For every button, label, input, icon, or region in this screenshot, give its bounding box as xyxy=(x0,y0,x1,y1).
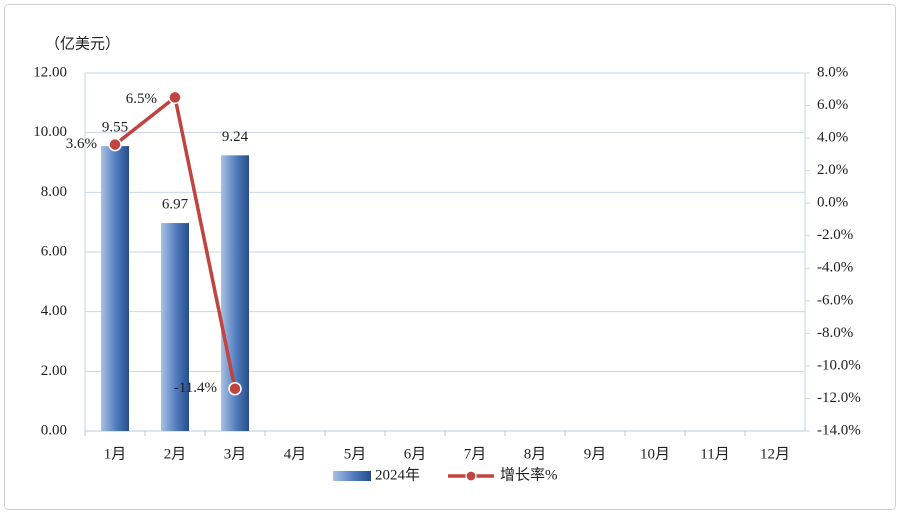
bar-value-label: 9.55 xyxy=(102,120,128,136)
x-tick-label: 7月 xyxy=(464,446,487,462)
y-tick-label: 2.00 xyxy=(41,363,67,379)
y2-tick-label: -14.0% xyxy=(817,422,861,438)
legend-swatch-marker xyxy=(465,470,477,482)
y2-tick-label: 4.0% xyxy=(817,130,848,146)
y2-tick-label: 8.0% xyxy=(817,64,848,80)
bar-value-label: 6.97 xyxy=(162,196,189,212)
legend-swatch xyxy=(333,471,371,481)
y2-tick-label: -10.0% xyxy=(817,357,861,373)
x-tick-label: 12月 xyxy=(760,446,790,462)
legend-label: 2024年 xyxy=(375,466,420,483)
y-tick-label: 8.00 xyxy=(41,184,67,200)
line-value-label: -11.4% xyxy=(174,380,217,396)
y2-tick-label: -4.0% xyxy=(817,260,853,276)
line-marker xyxy=(168,90,182,105)
line-marker xyxy=(228,381,242,396)
y2-tick-label: -2.0% xyxy=(817,227,853,243)
y2-tick-label: -6.0% xyxy=(817,292,853,308)
bar xyxy=(101,146,129,431)
x-tick-label: 4月 xyxy=(284,446,307,462)
frame xyxy=(4,4,896,510)
y-tick-label: 6.00 xyxy=(41,243,67,259)
x-tick-label: 8月 xyxy=(524,446,547,462)
y2-tick-label: 6.0% xyxy=(817,97,848,113)
x-tick-label: 3月 xyxy=(224,446,247,462)
y-tick-label: 12.00 xyxy=(33,64,67,80)
x-tick-label: 2月 xyxy=(164,446,187,462)
bar-value-label: 9.24 xyxy=(222,129,249,145)
y2-tick-label: -12.0% xyxy=(817,390,861,406)
y-axis-label: （亿美元） xyxy=(45,35,120,52)
x-tick-label: 11月 xyxy=(700,446,729,462)
line-value-label: 3.6% xyxy=(66,136,97,152)
x-tick-label: 6月 xyxy=(404,446,427,462)
x-tick-label: 9月 xyxy=(584,446,607,462)
y2-tick-label: 2.0% xyxy=(817,162,848,178)
bar xyxy=(161,223,189,431)
y2-tick-label: -8.0% xyxy=(817,325,853,341)
line-value-label: 6.5% xyxy=(126,91,157,107)
y-tick-label: 0.00 xyxy=(41,422,67,438)
y-tick-label: 10.00 xyxy=(33,124,67,140)
x-tick-label: 10月 xyxy=(640,446,670,462)
y-tick-label: 4.00 xyxy=(41,303,67,319)
legend-label: 增长率% xyxy=(500,466,558,483)
line-marker xyxy=(108,137,122,152)
y2-tick-label: 0.0% xyxy=(817,195,848,211)
x-tick-label: 5月 xyxy=(344,446,367,462)
x-tick-label: 1月 xyxy=(104,446,127,462)
